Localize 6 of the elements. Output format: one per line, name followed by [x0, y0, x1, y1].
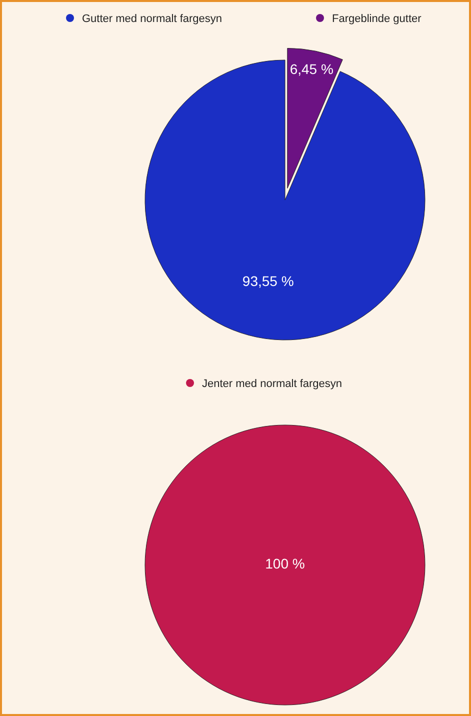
legend-label: Jenter med normalt fargesyn — [202, 378, 342, 390]
legend-label: Fargeblinde gutter — [332, 13, 422, 25]
legend-label: Gutter med normalt fargesyn — [82, 13, 222, 25]
data-label: 6,45 % — [290, 61, 334, 78]
data-label: 100 % — [265, 556, 305, 572]
data-label: 93,55 % — [242, 272, 294, 289]
